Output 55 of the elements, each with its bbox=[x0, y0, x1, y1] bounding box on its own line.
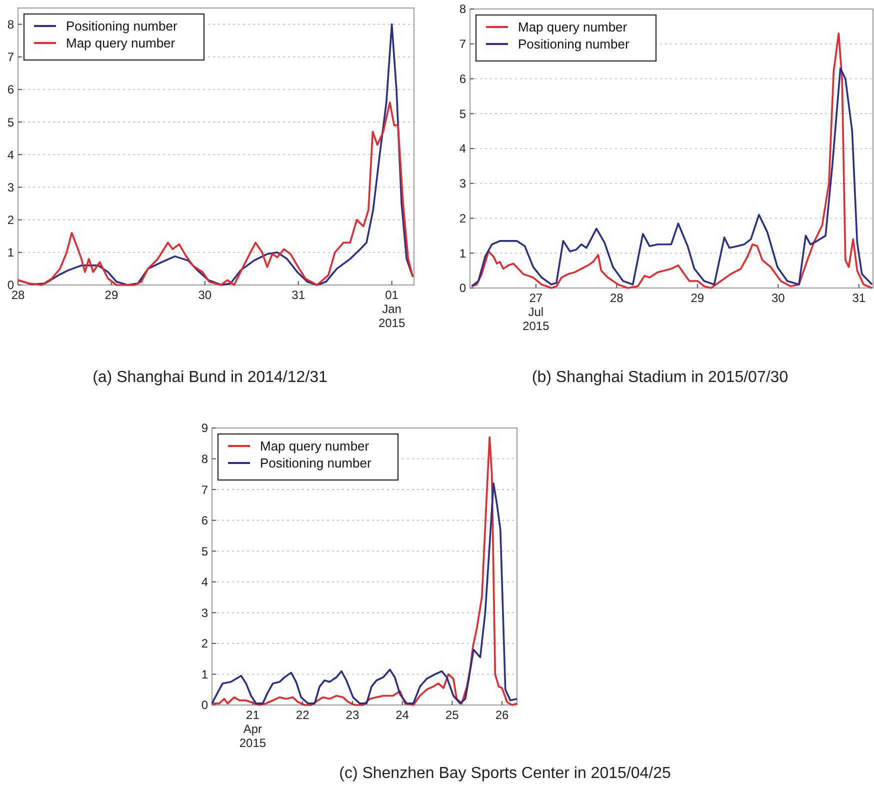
legend-label: Positioning number bbox=[518, 36, 630, 52]
y-tick-label: 7 bbox=[201, 482, 208, 497]
y-tick-label: 8 bbox=[201, 452, 208, 466]
y-tick-label: 5 bbox=[201, 544, 208, 558]
text: (b) Shanghai Stadium in 2015/07/30 bbox=[532, 369, 788, 386]
y-tick-label: 2 bbox=[459, 211, 466, 226]
y-tick-label: 8 bbox=[7, 17, 14, 32]
text: (a) Shanghai Bund in 2014/12/31 bbox=[92, 369, 328, 386]
legend-label: Map query number bbox=[260, 438, 370, 454]
x-tick-label: 29 bbox=[104, 288, 118, 302]
line-series bbox=[211, 436, 518, 706]
y-tick-label: 0 bbox=[201, 698, 208, 712]
y-tick-label: 8 bbox=[459, 2, 466, 16]
y-tick-label: 7 bbox=[7, 50, 14, 64]
legend-label: Map query number bbox=[66, 36, 176, 51]
y-tick-label: 2 bbox=[201, 636, 208, 651]
legend-label: Positioning number bbox=[260, 456, 372, 471]
y-tick-label: 1 bbox=[7, 246, 14, 260]
y-tick-label: 3 bbox=[201, 606, 208, 620]
x-tick-label: 30 bbox=[198, 288, 212, 302]
x-tick-label: 31 bbox=[852, 291, 866, 305]
legend-label: Map query number bbox=[518, 20, 628, 35]
x-tick-label: 22 bbox=[296, 708, 310, 722]
y-tick-label: 0 bbox=[459, 281, 466, 296]
legend-label: Positioning number bbox=[66, 18, 178, 34]
y-tick-label: 9 bbox=[201, 421, 208, 436]
x-tick-label: 29 bbox=[690, 291, 704, 305]
x-tick-label: 27 Jul 2015 bbox=[522, 291, 550, 333]
y-tick-label: 7 bbox=[459, 37, 466, 52]
x-tick-label: 28 bbox=[610, 291, 624, 305]
y-tick-label: 5 bbox=[7, 115, 14, 130]
x-tick-label: 25 bbox=[445, 708, 460, 722]
y-tick-label: 4 bbox=[7, 148, 14, 162]
y-tick-label: 2 bbox=[7, 213, 14, 228]
x-tick-label: 26 bbox=[495, 708, 510, 722]
y-tick-label: 6 bbox=[459, 72, 466, 86]
x-tick-label: 24 bbox=[396, 708, 410, 722]
y-tick-label: 3 bbox=[7, 180, 14, 194]
y-tick-label: 5 bbox=[459, 106, 466, 121]
y-tick-label: 4 bbox=[459, 142, 466, 156]
y-tick-label: 4 bbox=[201, 575, 208, 590]
line-series bbox=[211, 482, 518, 704]
x-tick-label: 30 bbox=[771, 291, 786, 305]
y-tick-label: 1 bbox=[459, 246, 466, 260]
x-tick-label: 21 Apr 2015 bbox=[239, 708, 266, 750]
x-tick-label: 23 bbox=[346, 708, 360, 722]
x-tick-label: 31 bbox=[292, 288, 306, 302]
y-tick-label: 6 bbox=[201, 514, 208, 528]
y-tick-label: 3 bbox=[459, 176, 466, 191]
x-tick-label: 01 Jan 2015 bbox=[378, 288, 406, 330]
text: (c) Shenzhen Bay Sports Center in 2015/04/25 bbox=[339, 765, 671, 782]
line-series bbox=[17, 102, 414, 286]
x-tick-label: 28 bbox=[11, 288, 25, 302]
y-tick-label: 6 bbox=[7, 82, 14, 97]
y-tick-label: 1 bbox=[201, 667, 208, 682]
